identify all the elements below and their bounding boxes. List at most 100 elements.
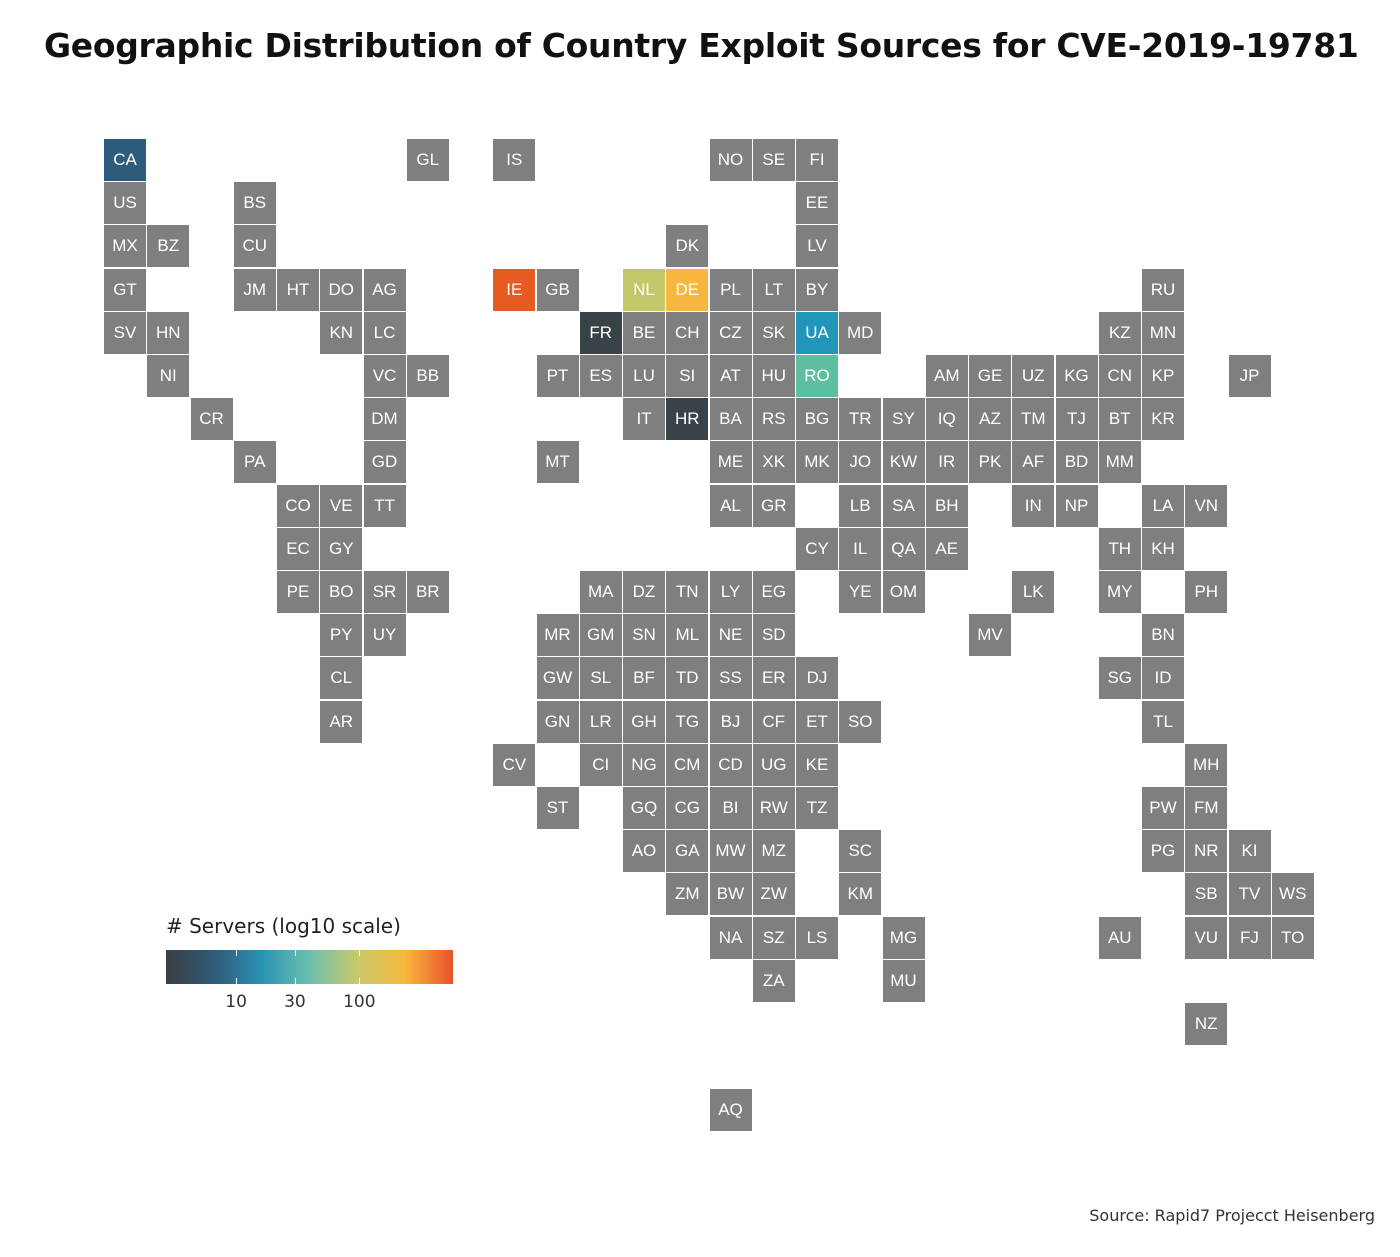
tile-ht: HT — [277, 268, 319, 311]
tile-tg: TG — [666, 700, 709, 743]
tile-ae: AE — [925, 527, 968, 570]
tile-ua: UA — [796, 311, 838, 354]
tile-zm: ZM — [666, 873, 709, 916]
tile-be: BE — [623, 311, 665, 354]
tile-il: IL — [839, 527, 882, 570]
legend-tick-label: 10 — [225, 992, 247, 1012]
tile-kr: KR — [1142, 398, 1184, 441]
tile-cv: CV — [493, 743, 536, 786]
tile-no: NO — [709, 139, 752, 181]
tile-mt: MT — [536, 441, 579, 484]
tile-au: AU — [1098, 916, 1141, 959]
tile-gb: GB — [536, 268, 579, 311]
tile-ml: ML — [666, 614, 709, 657]
tile-mm: MM — [1098, 441, 1141, 484]
tile-gh: GH — [623, 700, 665, 743]
tile-lv: LV — [796, 225, 838, 268]
tile-ng: NG — [623, 743, 665, 786]
tile-mn: MN — [1142, 311, 1184, 354]
tile-ci: CI — [579, 743, 622, 786]
tile-tn: TN — [666, 571, 709, 613]
source-caption: Source: Rapid7 Projecct Heisenberg — [1089, 1206, 1375, 1225]
tile-fi: FI — [796, 139, 838, 181]
tile-th: TH — [1098, 527, 1141, 570]
tile-kn: KN — [320, 311, 363, 354]
tile-mw: MW — [709, 830, 752, 873]
tile-fr: FR — [579, 311, 622, 354]
tile-rs: RS — [752, 398, 795, 441]
tile-id: ID — [1142, 657, 1184, 700]
legend-colorbar — [166, 950, 453, 984]
tile-lu: LU — [623, 355, 665, 397]
tile-ls: LS — [796, 916, 838, 959]
tile-ch: CH — [666, 311, 709, 354]
tile-sz: SZ — [752, 916, 795, 959]
tile-cm: CM — [666, 743, 709, 786]
tile-mg: MG — [882, 916, 925, 959]
tile-vc: VC — [363, 355, 406, 397]
tile-ki: KI — [1228, 830, 1271, 873]
tile-jm: JM — [233, 268, 276, 311]
tile-bd: BD — [1055, 441, 1098, 484]
tile-cg: CG — [666, 787, 709, 829]
tile-cn: CN — [1098, 355, 1141, 397]
tile-gm: GM — [579, 614, 622, 657]
tile-km: KM — [839, 873, 882, 916]
tile-ge: GE — [969, 355, 1011, 397]
tile-gn: GN — [536, 700, 579, 743]
tile-in: IN — [1012, 484, 1055, 527]
tile-ne: NE — [709, 614, 752, 657]
tile-cf: CF — [752, 700, 795, 743]
tile-fj: FJ — [1228, 916, 1271, 959]
tile-ru: RU — [1142, 268, 1184, 311]
tile-ro: RO — [796, 355, 838, 397]
tile-pa: PA — [233, 441, 276, 484]
tile-tv: TV — [1228, 873, 1271, 916]
tile-cu: CU — [233, 225, 276, 268]
tile-br: BR — [406, 571, 449, 613]
legend-tick-mark — [236, 950, 238, 984]
tile-bo: BO — [320, 571, 363, 613]
tile-bg: BG — [796, 398, 838, 441]
tile-kh: KH — [1142, 527, 1184, 570]
tile-de: DE — [666, 268, 709, 311]
tile-bz: BZ — [147, 225, 190, 268]
tile-lb: LB — [839, 484, 882, 527]
tile-mx: MX — [104, 225, 146, 268]
legend-tick-mark — [294, 950, 296, 984]
tile-mk: MK — [796, 441, 838, 484]
tile-za: ZA — [752, 959, 795, 1002]
tile-bs: BS — [233, 182, 276, 225]
tile-cy: CY — [796, 527, 838, 570]
tile-st: ST — [536, 787, 579, 829]
tile-ye: YE — [839, 571, 882, 613]
tile-la: LA — [1142, 484, 1184, 527]
tile-lr: LR — [579, 700, 622, 743]
tile-om: OM — [882, 571, 925, 613]
tile-al: AL — [709, 484, 752, 527]
tile-md: MD — [839, 311, 882, 354]
tile-bh: BH — [925, 484, 968, 527]
tile-et: ET — [796, 700, 838, 743]
tile-ie: IE — [493, 268, 536, 311]
tile-nr: NR — [1185, 830, 1228, 873]
legend-title: # Servers (log10 scale) — [166, 914, 401, 938]
page-title: Geographic Distribution of Country Explo… — [44, 26, 1359, 65]
tile-ee: EE — [796, 182, 838, 225]
tile-pe: PE — [277, 571, 319, 613]
tile-ly: LY — [709, 571, 752, 613]
tile-sy: SY — [882, 398, 925, 441]
tile-na: NA — [709, 916, 752, 959]
tile-to: TO — [1271, 916, 1314, 959]
tile-ve: VE — [320, 484, 363, 527]
tile-hr: HR — [666, 398, 709, 441]
legend-tick-label: 100 — [343, 992, 376, 1012]
tile-gr: GR — [752, 484, 795, 527]
tile-ss: SS — [709, 657, 752, 700]
tile-vn: VN — [1185, 484, 1228, 527]
tile-si: SI — [666, 355, 709, 397]
tile-er: ER — [752, 657, 795, 700]
tile-by: BY — [796, 268, 838, 311]
tile-eg: EG — [752, 571, 795, 613]
